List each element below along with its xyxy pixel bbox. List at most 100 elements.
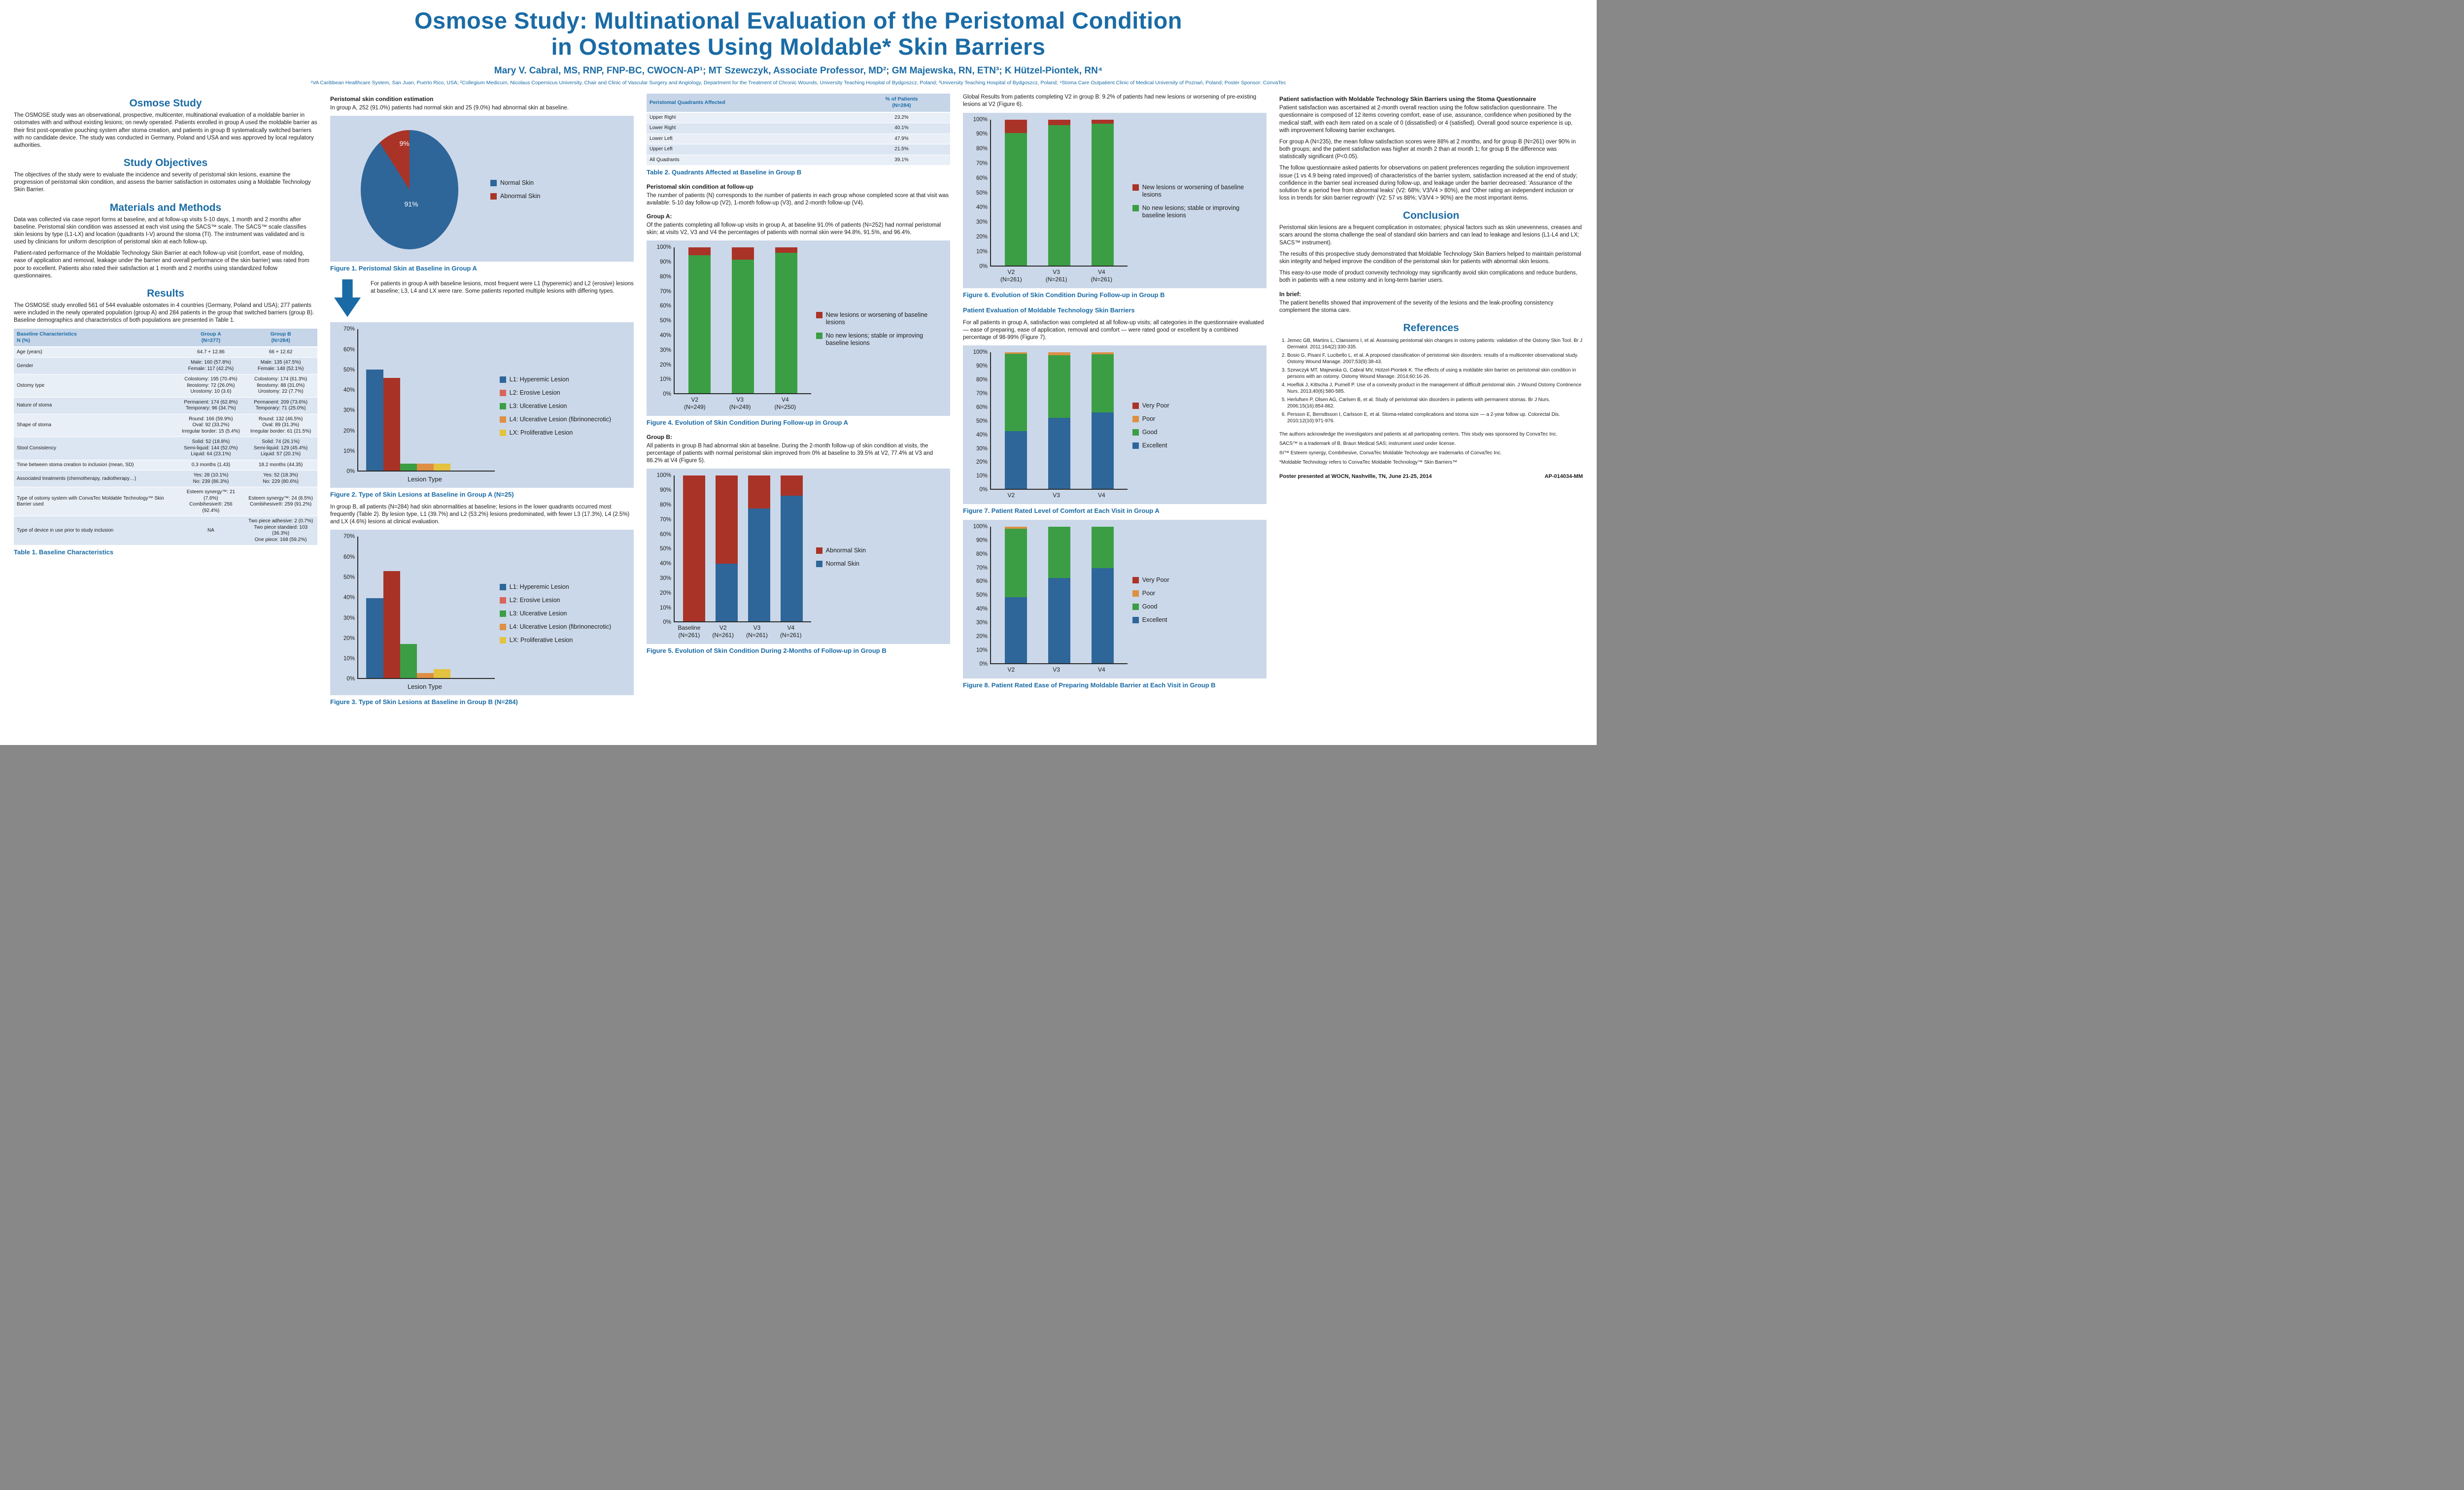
- chart-legend: Very Poor Poor Good Excellent: [1128, 352, 1262, 499]
- materials-methods-paragraph-1: Data was collected via case report forms…: [14, 216, 307, 245]
- legend-item: Poor: [1132, 590, 1262, 597]
- bar-segment: [731, 247, 754, 260]
- x-category-label: V4 (N=250): [774, 396, 796, 411]
- followup-paragraph: The number of patients (N) corresponds t…: [647, 192, 949, 206]
- legend-item: L4: Ulcerative Lesion (fibrinonecrotic): [499, 623, 629, 631]
- legend-item: L4: Ulcerative Lesion (fibrinonecrotic): [499, 416, 629, 423]
- bar-segment: [1005, 133, 1027, 266]
- x-axis-labels: V2 V3 V4: [966, 664, 1128, 674]
- chart: 100% 90% 80% 70% 60% 50% 40% 30% 20% 10% 0% V2 V3 V4 V…: [966, 524, 1262, 674]
- x-axis-labels: Baseline (N=261) V2 (N=261) V3 (N=261) V4 (…: [650, 622, 811, 639]
- legend-item: Excellent: [1132, 616, 1262, 624]
- satisfaction-paragraph-3: The follow questionnaire asked patients …: [1279, 165, 1577, 202]
- bar-segment: [775, 252, 797, 394]
- group-b-followup-paragraph: All patients in group B had abnormal ski…: [647, 442, 933, 464]
- x-category-label: V2: [1007, 666, 1015, 673]
- figure-3-caption: Figure 3. Type of Skin Lesions at Baseli…: [330, 698, 518, 706]
- legend-label: Poor: [1142, 415, 1156, 423]
- pie-chart: 91% 9%: [360, 130, 458, 250]
- legend-label: Excellent: [1142, 442, 1167, 449]
- poster-title: Osmose Study: Multinational Evaluation o…: [0, 7, 1597, 60]
- figure-8-panel: 100% 90% 80% 70% 60% 50% 40% 30% 20% 10% 0% V2 V3 V4 V…: [963, 519, 1266, 678]
- value-cell: 47.9%: [853, 134, 950, 144]
- legend-item: Good: [1132, 429, 1262, 436]
- bar-L3: [400, 643, 417, 678]
- value-cell: Permanent: 174 (62.8%) Temporary: 96 (34…: [177, 397, 244, 414]
- authors-line: Mary V. Cabral, MS, RNP, FNP-BC, CWOCN-A…: [494, 66, 1103, 76]
- bar-segment: [1005, 352, 1027, 354]
- legend-label: LX: Proliferative Lesion: [509, 429, 573, 436]
- value-cell: Two piece adhesive: 2 (0.7%) Two piece s…: [244, 516, 317, 546]
- bar-segment: [1091, 119, 1114, 124]
- chart-legend: New lesions or worsening of baseline les…: [811, 247, 945, 411]
- chart-main: 100% 90% 80% 70% 60% 50% 40% 30% 20% 10% 0% Baselin…: [650, 473, 811, 639]
- reference-item: Szewczyk MT, Majewska G, Cabral MV, Hütz…: [1287, 367, 1583, 380]
- legend-item: Normal Skin: [490, 179, 629, 187]
- conclusion-paragraph-4: The patient benefits showed that improve…: [1279, 300, 1554, 313]
- chart: 100% 90% 80% 70% 60% 50% 40% 30% 20% 10% 0% V2 (N=2…: [650, 244, 945, 411]
- legend-label: L3: Ulcerative Lesion: [509, 610, 567, 617]
- in-brief-heading: In brief:: [1279, 290, 1301, 298]
- x-category-label: V4 (N=261): [780, 624, 802, 639]
- column-header: % of Patients (N=284): [853, 94, 950, 113]
- table-1-caption: Table 1. Baseline Characteristics: [14, 548, 114, 556]
- arrow-callout: For patients in group A with baseline le…: [333, 279, 634, 317]
- row-label-cell: Nature of stoma: [14, 397, 178, 414]
- bar-segment: [748, 475, 770, 509]
- value-cell: Esteem synergy™: 21 (7.6%) Combihesive®:…: [177, 487, 244, 517]
- conclusion-paragraph-1: Peristomal skin lesions are a frequent c…: [1279, 225, 1582, 246]
- pie-slice-label: 91%: [404, 200, 418, 208]
- legend-label: Poor: [1142, 589, 1156, 597]
- legend-label: Abnormal Skin: [500, 193, 541, 200]
- legend-swatch-icon: [499, 597, 506, 604]
- bar-segment: [688, 247, 711, 255]
- legend-swatch-icon: [1132, 442, 1139, 449]
- value-cell: 21.5%: [853, 144, 950, 155]
- plot-area: [990, 352, 1128, 490]
- legend-label: Normal Skin: [500, 179, 534, 187]
- study-objectives-paragraph: The objectives of the study were to eval…: [14, 172, 311, 193]
- table-header-row: Peristomal Quadrants Affected% of Patien…: [647, 94, 950, 113]
- figure-3-panel: 70% 60% 50% 40% 30% 20% 10% 0% Lesion Type L1: Hy…: [330, 530, 634, 696]
- table-row: Lower Right 40.1%: [647, 123, 950, 134]
- legend-swatch-icon: [499, 376, 506, 383]
- quadrants-affected-table: Peristomal Quadrants Affected% of Patien…: [647, 94, 950, 166]
- legend-item: L2: Erosive Lesion: [499, 389, 629, 397]
- legend-swatch-icon: [499, 389, 506, 396]
- y-axis: 100% 90% 80% 70% 60% 50% 40% 30% 20% 10% 0%: [656, 244, 671, 398]
- value-cell: 64.7 + 12.86: [177, 346, 244, 358]
- x-axis-labels: V2 (N=261) V3 (N=261) V4 (N=261): [966, 267, 1128, 283]
- bar-LX: [434, 464, 451, 471]
- stacked-bar-V2: [716, 475, 738, 622]
- table-row: Upper Right 23.2%: [647, 112, 950, 123]
- row-label-cell: All Quadrants: [647, 155, 853, 166]
- bar-segment: [748, 508, 770, 622]
- legend-label: L1: Hyperemic Lesion: [509, 583, 569, 590]
- pie-chart-area: 91% 9% Normal Skin Abnormal Skin: [333, 123, 629, 257]
- value-cell: NA: [177, 516, 244, 546]
- title-line-2: in Ostomates Using Moldable* Skin Barrie…: [551, 33, 1046, 60]
- table-row: Upper Left 21.5%: [647, 144, 950, 155]
- legend-swatch-icon: [1132, 590, 1139, 597]
- legend-item: New lesions or worsening of baseline les…: [1132, 184, 1262, 199]
- table-row: Time between stoma creation to inclusion…: [14, 460, 317, 471]
- legend-swatch-icon: [499, 429, 506, 436]
- chart: 70% 60% 50% 40% 30% 20% 10% 0% Lesion Type L1: Hy…: [333, 327, 629, 483]
- legend-label: L2: Erosive Lesion: [509, 596, 560, 604]
- results-paragraph: The OSMOSE study enrolled 561 of 544 eva…: [14, 303, 314, 324]
- bar-L4: [416, 673, 434, 678]
- plot-area: [990, 119, 1128, 267]
- table-head: Peristomal Quadrants Affected% of Patien…: [647, 94, 950, 113]
- bar-segment: [716, 475, 738, 564]
- figure-1-panel: 91% 9% Normal Skin Abnormal Skin: [330, 116, 634, 262]
- column-header: Group B (N=284): [244, 328, 317, 347]
- chart-main: 100% 90% 80% 70% 60% 50% 40% 30% 20% 10% 0% V2 (N=2…: [650, 244, 811, 411]
- chart-axes: 100% 90% 80% 70% 60% 50% 40% 30% 20% 10% 0%: [966, 117, 1128, 269]
- column-header: Peristomal Quadrants Affected: [647, 94, 853, 113]
- satisfaction-paragraph-1: Patient satisfaction was ascertained at …: [1279, 105, 1573, 134]
- x-category-label: V2 (N=261): [1000, 268, 1022, 283]
- figure-6-caption: Figure 6. Evolution of Skin Condition Du…: [963, 291, 1165, 299]
- legend-label: Abnormal Skin: [825, 547, 866, 554]
- footnotes-block: The authors acknowledge the investigator…: [1279, 431, 1583, 469]
- value-cell: Permanent: 209 (73.6%) Temporary: 71 (25…: [244, 397, 317, 414]
